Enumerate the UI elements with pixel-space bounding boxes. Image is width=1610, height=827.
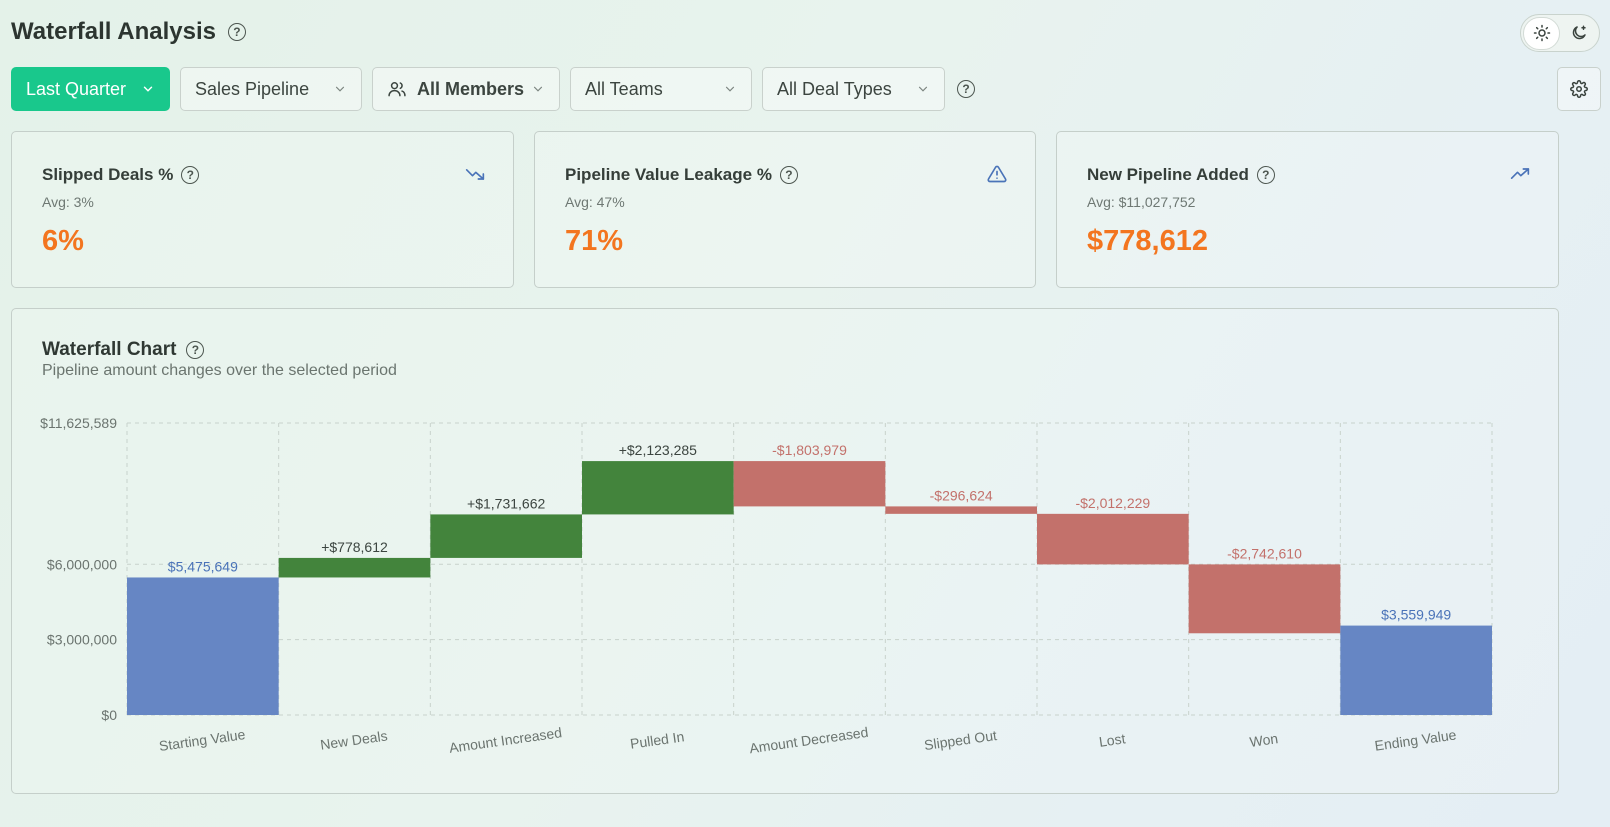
pipeline-dropdown[interactable]: Sales Pipeline bbox=[180, 67, 362, 111]
data-label: -$296,624 bbox=[930, 487, 993, 503]
filter-bar: Last Quarter Sales Pipeline All Members … bbox=[11, 67, 975, 111]
chart-title: Waterfall Chart bbox=[42, 339, 177, 360]
x-tick-label: Amount Increased bbox=[448, 724, 563, 756]
trending-up-icon bbox=[1510, 168, 1530, 179]
waterfall-bar bbox=[1340, 625, 1492, 715]
light-mode-button[interactable] bbox=[1523, 16, 1560, 50]
users-icon bbox=[388, 82, 406, 97]
data-label: -$2,742,610 bbox=[1227, 545, 1302, 561]
waterfall-bar bbox=[1037, 513, 1189, 565]
data-label: $3,559,949 bbox=[1381, 607, 1451, 623]
help-icon[interactable]: ? bbox=[181, 166, 200, 184]
help-icon[interactable]: ? bbox=[227, 23, 246, 41]
x-tick-label: New Deals bbox=[319, 727, 388, 752]
data-label: +$778,612 bbox=[321, 539, 388, 555]
data-label: -$1,803,979 bbox=[772, 442, 847, 458]
waterfall-bar bbox=[733, 461, 886, 507]
teams-dropdown[interactable]: All Teams bbox=[570, 67, 752, 111]
deal-types-dropdown[interactable]: All Deal Types bbox=[762, 67, 945, 111]
x-tick-label: Pulled In bbox=[629, 728, 685, 751]
period-label: Last Quarter bbox=[26, 78, 127, 99]
members-dropdown[interactable]: All Members bbox=[372, 67, 560, 111]
kpi-value: 6% bbox=[42, 225, 84, 257]
y-tick-label: $0 bbox=[101, 707, 117, 723]
help-icon[interactable]: ? bbox=[779, 166, 798, 184]
teams-label: All Teams bbox=[585, 78, 663, 99]
kpi-average: Avg: 3% bbox=[42, 194, 94, 210]
moon-icon bbox=[1572, 25, 1586, 40]
data-label: -$2,012,229 bbox=[1075, 495, 1150, 511]
kpi-card-new-pipeline: New Pipeline Added ? Avg: $11,027,752 $7… bbox=[1056, 131, 1559, 288]
x-tick-label: Lost bbox=[1098, 730, 1127, 750]
kpi-title: New Pipeline Added bbox=[1087, 165, 1249, 184]
chevron-down-icon bbox=[533, 86, 543, 92]
kpi-value: 71% bbox=[565, 225, 624, 257]
filters-help-icon[interactable]: ? bbox=[957, 80, 975, 98]
kpi-title: Slipped Deals % bbox=[42, 165, 174, 184]
waterfall-bar bbox=[885, 506, 1037, 514]
pipeline-label: Sales Pipeline bbox=[195, 78, 310, 99]
kpi-value: $778,612 bbox=[1087, 225, 1208, 257]
kpi-card-value-leakage: Pipeline Value Leakage % ? Avg: 47% 71% bbox=[534, 131, 1036, 288]
page-header: Waterfall Analysis ? bbox=[11, 18, 246, 46]
y-tick-label: $11,625,589 bbox=[40, 415, 117, 431]
waterfall-bar bbox=[1188, 564, 1341, 634]
chevron-down-icon bbox=[725, 86, 735, 92]
chart-subtitle: Pipeline amount changes over the selecte… bbox=[42, 362, 397, 379]
x-tick-label: Starting Value bbox=[158, 726, 246, 754]
data-label: $5,475,649 bbox=[168, 558, 238, 574]
theme-toggle[interactable] bbox=[1520, 14, 1600, 52]
dark-mode-button[interactable] bbox=[1560, 17, 1597, 50]
kpi-average: Avg: $11,027,752 bbox=[1087, 194, 1196, 210]
y-tick-label: $3,000,000 bbox=[47, 632, 117, 648]
y-tick-label: $6,000,000 bbox=[47, 556, 117, 572]
sun-icon bbox=[1533, 24, 1550, 42]
x-tick-label: Won bbox=[1249, 730, 1279, 750]
members-label: All Members bbox=[417, 78, 525, 99]
help-icon[interactable]: ? bbox=[186, 341, 205, 359]
waterfall-bar bbox=[582, 461, 734, 515]
period-dropdown[interactable]: Last Quarter bbox=[11, 67, 170, 111]
kpi-card-slipped-deals: Slipped Deals % ? Avg: 3% 6% bbox=[11, 131, 514, 288]
trending-down-icon bbox=[465, 169, 485, 180]
page-title: Waterfall Analysis bbox=[11, 18, 216, 45]
chevron-down-icon bbox=[143, 86, 153, 92]
chevron-down-icon bbox=[335, 86, 345, 92]
waterfall-bar bbox=[127, 577, 279, 715]
waterfall-bar bbox=[278, 557, 431, 578]
kpi-title: Pipeline Value Leakage % bbox=[565, 165, 772, 184]
settings-button[interactable] bbox=[1557, 67, 1601, 111]
deal-types-label: All Deal Types bbox=[777, 78, 892, 99]
x-tick-label: Ending Value bbox=[1374, 726, 1458, 753]
data-label: +$2,123,285 bbox=[619, 442, 697, 458]
x-tick-label: Slipped Out bbox=[923, 727, 998, 753]
chevron-down-icon bbox=[918, 86, 928, 92]
x-tick-label: Amount Decreased bbox=[748, 724, 869, 757]
help-icon[interactable]: ? bbox=[1256, 166, 1275, 184]
kpi-average: Avg: 47% bbox=[565, 194, 625, 210]
waterfall-chart: $0 $3,000,000 $6,000,000 $11,625,589 $5,475,… bbox=[40, 415, 1493, 757]
gear-icon bbox=[1570, 80, 1588, 98]
data-label: +$1,731,662 bbox=[467, 495, 545, 511]
warning-triangle-icon bbox=[987, 165, 1007, 183]
waterfall-bar bbox=[430, 514, 582, 558]
waterfall-chart-card: Waterfall Chart ? Pipeline amount change… bbox=[11, 308, 1559, 794]
